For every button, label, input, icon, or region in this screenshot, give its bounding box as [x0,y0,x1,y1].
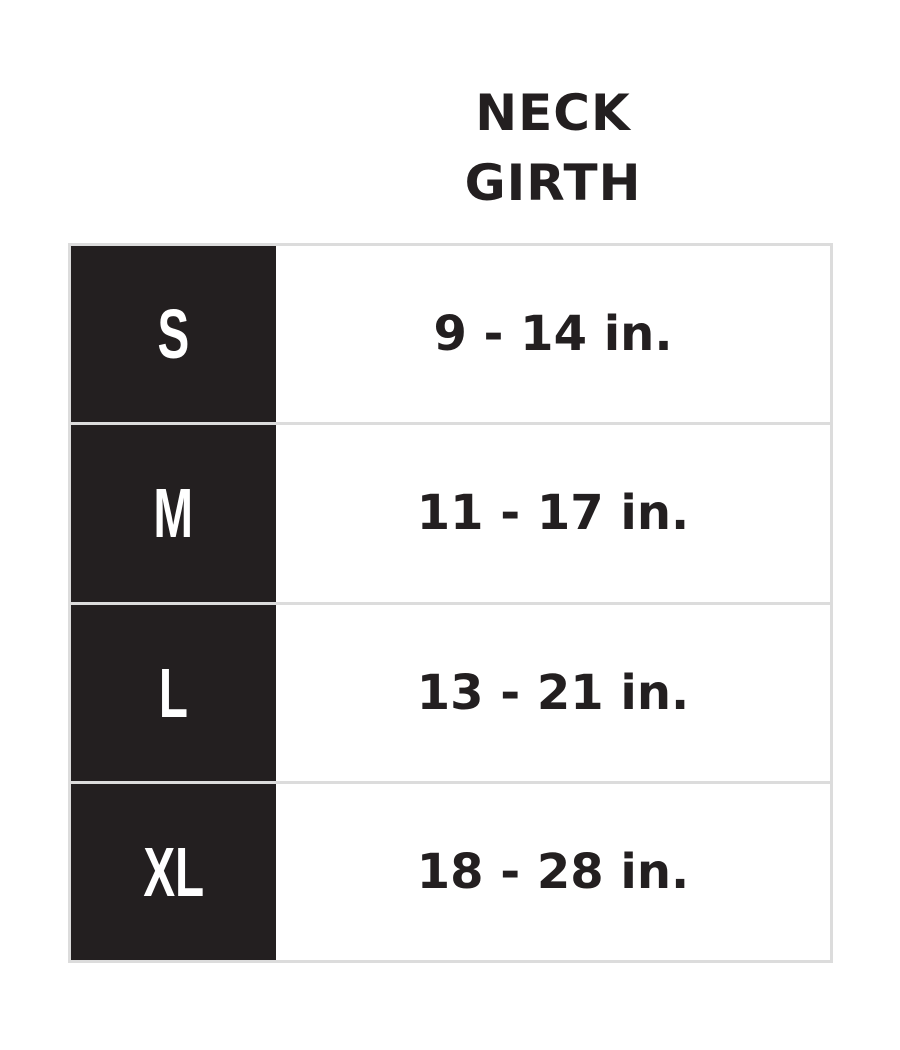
size-chart-table: S 9 - 14 in. M 11 - 17 in. L 13 - 21 in.… [68,243,833,963]
table-row-m: M 11 - 17 in. [71,425,830,602]
header-line-2: GIRTH [464,154,642,212]
size-label: M [153,474,194,553]
header-line-1: NECK [475,84,631,142]
table-row-xl: XL 18 - 28 in. [71,783,830,960]
size-label: L [158,653,189,732]
neck-girth-cell: 11 - 17 in. [276,425,830,602]
size-cell: L [71,604,276,781]
size-cell: XL [71,783,276,960]
table-row-l: L 13 - 21 in. [71,604,830,781]
column-header-neck-girth: NECK GIRTH [277,78,829,218]
size-label: XL [143,832,204,911]
neck-girth-cell: 9 - 14 in. [276,246,830,423]
size-cell: M [71,425,276,602]
table-row-s: S 9 - 14 in. [71,246,830,423]
neck-girth-cell: 18 - 28 in. [276,783,830,960]
neck-girth-cell: 13 - 21 in. [276,604,830,781]
size-cell: S [71,246,276,423]
size-label: S [157,295,190,374]
